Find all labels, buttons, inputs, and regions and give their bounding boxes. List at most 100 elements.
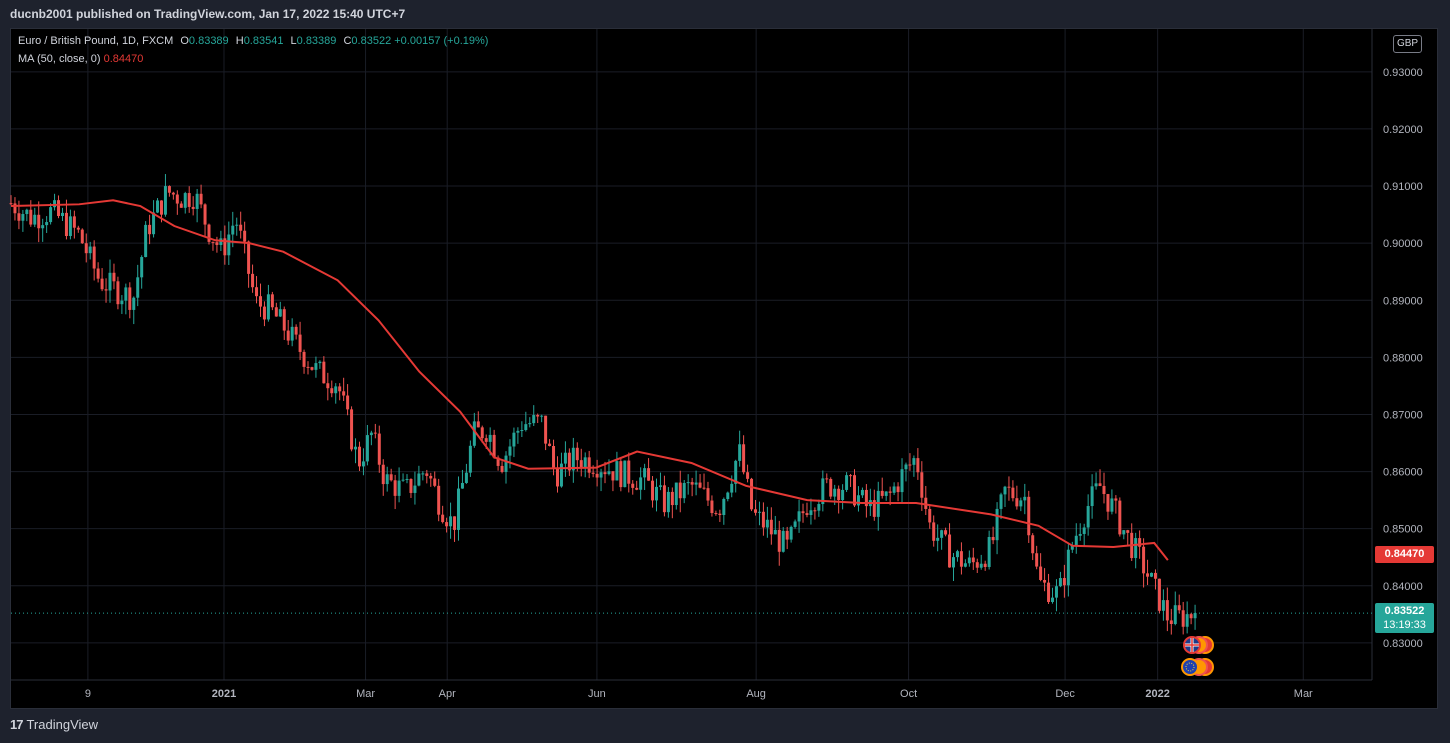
candle-body	[195, 193, 199, 209]
candle-body	[298, 334, 302, 352]
candle-body	[1007, 486, 1011, 488]
candle-body	[540, 415, 544, 417]
candle-body	[1043, 579, 1047, 583]
candle-body	[425, 473, 429, 476]
candle-body	[441, 514, 445, 523]
candle-body	[690, 482, 694, 485]
candle-body	[603, 472, 607, 475]
top-bar: ducnb2001 published on TradingView.com, …	[0, 0, 1450, 28]
candle-body	[167, 186, 171, 193]
candle-body	[1142, 546, 1146, 574]
candle-body	[476, 421, 480, 428]
brand[interactable]: 17 TradingView	[10, 717, 98, 732]
candle-body	[175, 194, 179, 204]
candle-body	[191, 206, 195, 209]
candle-body	[215, 242, 219, 245]
candle-body	[1106, 494, 1110, 512]
candle-body	[1082, 527, 1086, 534]
uk-flag-icon[interactable]	[1183, 636, 1201, 654]
candle-body	[710, 500, 714, 514]
legend-open-label: O	[180, 35, 189, 47]
candle-body	[987, 536, 991, 567]
legend-symbol: Euro / British Pound, 1D, FXCM	[18, 35, 174, 47]
candle-body	[999, 494, 1003, 509]
candle-body	[761, 511, 765, 528]
candle-body	[892, 486, 896, 493]
candle-body	[136, 277, 140, 298]
candle-body	[1098, 483, 1102, 486]
candle-body	[282, 309, 286, 331]
candle-body	[393, 480, 397, 496]
currency-badge[interactable]: GBP	[1393, 35, 1422, 53]
legend-high: 0.83541	[243, 35, 284, 47]
candle-body	[326, 383, 330, 389]
candle-body	[599, 472, 603, 478]
candle-body	[1023, 496, 1027, 501]
candle-body	[536, 415, 540, 417]
candle-body	[647, 468, 651, 481]
brand-name: TradingView	[26, 717, 99, 732]
candle-body	[904, 464, 908, 470]
candle-body	[9, 203, 13, 205]
time-tick-label: 2022	[1145, 688, 1169, 700]
legend-change: +0.00157 (+0.19%)	[394, 35, 489, 47]
candle-body	[702, 487, 706, 489]
time-tick-label: Apr	[439, 688, 456, 700]
candle-body	[148, 224, 152, 235]
candle-body	[211, 241, 215, 243]
candle-body	[401, 479, 405, 481]
candle-body	[330, 388, 334, 394]
candle-body	[203, 204, 207, 225]
candle-body	[611, 471, 615, 481]
legend-high-label: H	[235, 35, 244, 47]
candle-body	[833, 488, 837, 497]
candle-body	[290, 326, 294, 341]
candle-body	[381, 464, 385, 485]
candle-body	[183, 193, 187, 208]
candle-body	[682, 482, 686, 499]
last-price-value: 0.83522	[1384, 605, 1425, 617]
chart-pane[interactable]	[10, 28, 1438, 709]
candle-body	[88, 246, 92, 254]
candle-body	[144, 224, 148, 258]
candle-body	[306, 366, 310, 368]
candle-body	[678, 482, 682, 499]
candle-body	[528, 423, 532, 425]
candle-body	[948, 534, 952, 568]
candle-body	[635, 487, 639, 490]
candle-body	[389, 474, 393, 481]
candle-body	[900, 469, 904, 493]
candle-body	[156, 200, 160, 213]
candle-body	[1165, 600, 1169, 621]
candle-body	[512, 432, 516, 447]
candle-body	[1031, 535, 1035, 554]
candle-body	[1086, 506, 1090, 528]
candle-body	[278, 309, 282, 317]
candle-body	[445, 522, 449, 527]
legend-ma[interactable]: MA (50, close, 0) 0.84470	[18, 53, 143, 65]
candle-body	[128, 287, 132, 310]
candle-body	[235, 224, 239, 226]
time-tick-label: 9	[85, 688, 91, 700]
candle-body	[856, 495, 860, 506]
time-tick-label: Dec	[1055, 688, 1075, 700]
candle-body	[631, 483, 635, 488]
candle-body	[140, 257, 144, 278]
candle-body	[658, 485, 662, 487]
candle-body	[124, 287, 128, 301]
candle-body	[963, 563, 967, 567]
candle-body	[251, 273, 255, 288]
candle-body	[552, 445, 556, 468]
bar-countdown: 13:19:33	[1383, 619, 1426, 631]
candle-body	[619, 461, 623, 488]
eu-flag-icon[interactable]	[1181, 658, 1199, 676]
candle-body	[508, 446, 512, 456]
candle-body	[243, 230, 247, 242]
price-axis: 0.93000 0.92000 0.91000 0.90000 0.89000 0.880…	[1383, 67, 1423, 650]
candle-body	[1035, 553, 1039, 567]
candle-body	[698, 482, 702, 488]
candle-body	[365, 435, 369, 462]
candle-body	[112, 272, 116, 282]
candle-body	[1003, 486, 1007, 495]
